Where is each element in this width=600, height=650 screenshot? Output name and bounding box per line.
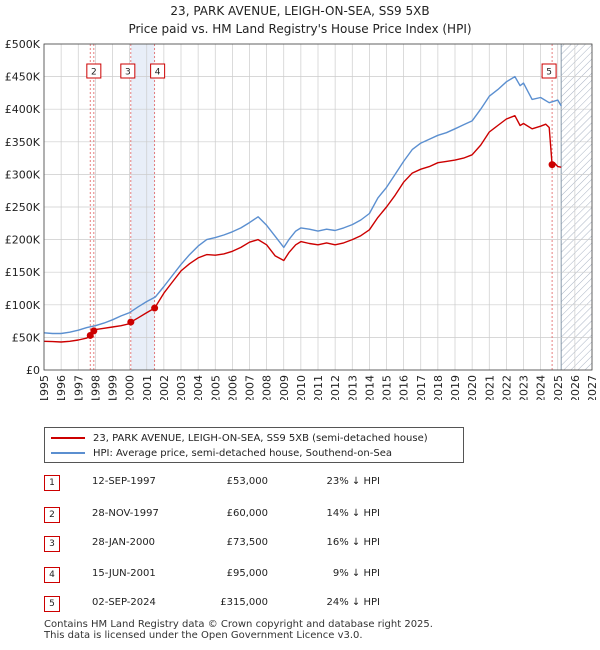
y-tick-label: £100K (5, 299, 41, 312)
sale-point (151, 304, 159, 312)
legend-item-hpi: HPI: Average price, semi-detached house,… (51, 446, 392, 460)
y-tick-label: £250K (5, 201, 41, 214)
sale-label-box (150, 63, 166, 79)
y-tick-label: £450K (5, 71, 41, 84)
x-tick-label: 2006 (226, 375, 239, 400)
x-tick-label: 2000 (124, 375, 137, 400)
legend-swatch-property (51, 437, 85, 439)
sale-label-text: 5 (546, 68, 552, 78)
sale-price: £315,000 (220, 597, 268, 608)
footer-attribution: Contains HM Land Registry data © Crown c… (44, 619, 433, 641)
x-tick-label: 2023 (518, 375, 531, 400)
chart-legend: 23, PARK AVENUE, LEIGH-ON-SEA, SS9 5XB (… (44, 427, 464, 463)
footer-line-2: This data is licensed under the Open Gov… (44, 630, 363, 641)
series-line-property (43, 114, 562, 343)
sale-hpi-diff: 16% ↓ HPI (326, 537, 380, 548)
x-tick-label: 2019 (449, 375, 462, 400)
sale-number-badge: 1 (44, 475, 60, 491)
sale-label-text: 3 (125, 68, 131, 78)
x-tick-label: 2003 (175, 375, 188, 400)
x-tick-label: 2013 (346, 375, 359, 400)
sale-date: 28-JAN-2000 (92, 537, 156, 548)
sale-hpi-diff: 14% ↓ HPI (326, 508, 380, 519)
x-tick-label: 1999 (107, 375, 120, 400)
x-tick-label: 2005 (209, 375, 222, 400)
sale-point (90, 327, 98, 335)
sale-point (548, 161, 556, 169)
chart-title-line-1: 23, PARK AVENUE, LEIGH-ON-SEA, SS9 5XB (170, 4, 430, 18)
sale-number-badge: 5 (44, 596, 60, 612)
price-chart: 2 3 4 5 £0 £50K £100K £150K £200K £250K £300K £350… (5, 38, 599, 400)
x-tick-label: 2007 (244, 375, 257, 400)
y-tick-label: £400K (5, 103, 41, 116)
legend-swatch-hpi (51, 452, 85, 454)
sale-price: £73,500 (226, 537, 268, 548)
sale-hpi-diff: 23% ↓ HPI (326, 476, 380, 487)
x-tick-label: 2001 (141, 375, 154, 400)
sale-price: £95,000 (226, 568, 268, 579)
chart-title-block: 23, PARK AVENUE, LEIGH-ON-SEA, SS9 5XB P… (0, 2, 600, 38)
y-tick-label: £350K (5, 136, 41, 149)
x-tick-label: 2026 (569, 375, 582, 400)
chart-title-line-2: Price paid vs. HM Land Registry's House … (128, 22, 472, 36)
series-line-hpi (43, 75, 562, 335)
footer-line-1: Contains HM Land Registry data © Crown c… (44, 619, 433, 630)
sale-label-box (86, 63, 102, 79)
y-tick-label: £500K (5, 38, 41, 51)
sale-number-badge: 4 (44, 567, 60, 583)
sale-date: 02-SEP-2024 (92, 597, 156, 608)
sale-date: 15-JUN-2001 (92, 568, 156, 579)
sale-hpi-diff: 9% ↓ HPI (332, 568, 380, 579)
x-tick-label: 1998 (89, 375, 102, 400)
sale-row: 2 28-NOV-1997 £60,000 14% ↓ HPI (44, 507, 404, 523)
x-tick-label: 2017 (415, 375, 428, 400)
y-tick-label: £50K (12, 331, 41, 344)
x-tick-label: 2009 (278, 375, 291, 400)
legend-label-hpi: HPI: Average price, semi-detached house,… (93, 447, 392, 459)
x-tick-label: 2008 (261, 375, 274, 400)
sale-row: 5 02-SEP-2024 £315,000 24% ↓ HPI (44, 596, 404, 612)
x-tick-label: 1997 (72, 375, 85, 400)
sale-point (127, 318, 135, 326)
y-tick-label: £200K (5, 234, 41, 247)
y-tick-label: £150K (5, 266, 41, 279)
x-tick-label: 2018 (432, 375, 445, 400)
sale-label-box (120, 63, 136, 79)
x-tick-label: 1995 (38, 375, 51, 400)
x-tick-label: 1996 (55, 375, 68, 400)
x-tick-label: 2011 (312, 375, 325, 400)
x-tick-label: 2012 (329, 375, 342, 400)
x-tick-label: 2020 (466, 375, 479, 400)
sale-price: £60,000 (226, 508, 268, 519)
x-tick-label: 2027 (586, 375, 599, 400)
x-tick-label: 2024 (535, 375, 548, 400)
x-tick-label: 2015 (381, 375, 394, 400)
x-tick-label: 2022 (500, 375, 513, 400)
sale-row: 3 28-JAN-2000 £73,500 16% ↓ HPI (44, 536, 404, 552)
x-tick-label: 2014 (363, 375, 376, 400)
sale-number-badge: 2 (44, 507, 60, 523)
sale-hpi-diff: 24% ↓ HPI (326, 597, 380, 608)
y-tick-label: £300K (5, 168, 41, 181)
plot-frame (43, 43, 593, 371)
x-tick-label: 2025 (552, 375, 565, 400)
x-tick-label: 2021 (483, 375, 496, 400)
y-tick-label: £0 (26, 364, 40, 377)
sale-number-badge: 3 (44, 536, 60, 552)
sale-row: 1 12-SEP-1997 £53,000 23% ↓ HPI (44, 475, 404, 491)
sale-row: 4 15-JUN-2001 £95,000 9% ↓ HPI (44, 567, 404, 583)
x-tick-label: 2002 (158, 375, 171, 400)
legend-label-property: 23, PARK AVENUE, LEIGH-ON-SEA, SS9 5XB (… (93, 432, 428, 444)
legend-item-property: 23, PARK AVENUE, LEIGH-ON-SEA, SS9 5XB (… (51, 431, 428, 445)
sale-label-text: 2 (91, 68, 97, 78)
sale-date: 12-SEP-1997 (92, 476, 156, 487)
x-tick-label: 2004 (192, 375, 205, 400)
sale-date: 28-NOV-1997 (92, 508, 159, 519)
sale-label-box (541, 63, 557, 79)
sale-price: £53,000 (226, 476, 268, 487)
x-tick-label: 2010 (295, 375, 308, 400)
sale-label-text: 4 (155, 68, 161, 78)
x-tick-label: 2016 (398, 375, 411, 400)
